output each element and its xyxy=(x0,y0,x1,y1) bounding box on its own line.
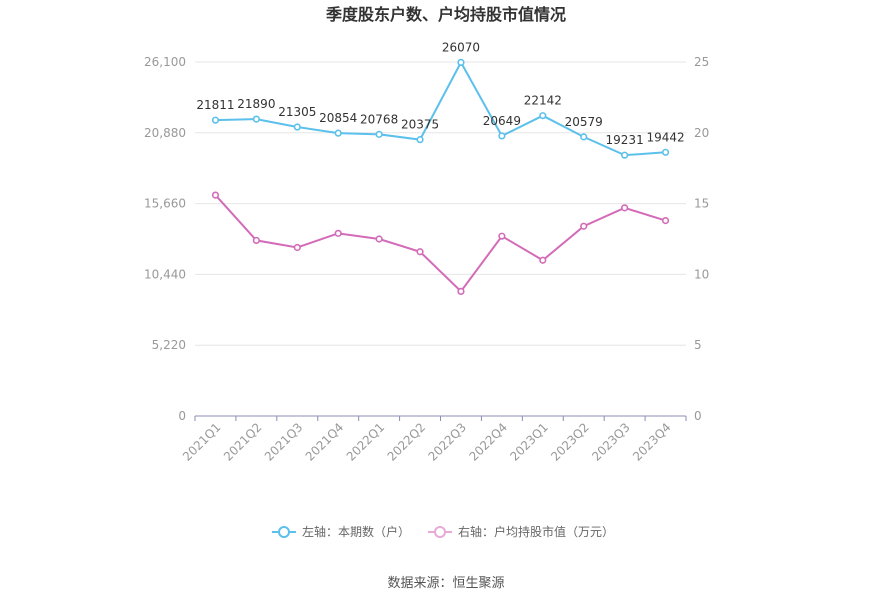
legend-item-left-series[interactable]: 左轴：本期数（户） xyxy=(272,524,410,539)
right-axis-tick-label: 20 xyxy=(694,126,709,140)
data-label: 20375 xyxy=(401,118,439,132)
data-point-households xyxy=(457,58,465,67)
data-label: 20854 xyxy=(319,111,357,125)
data-label: 21305 xyxy=(278,105,316,119)
data-point-avg-holding-value xyxy=(252,236,260,245)
x-axis-tick-label: 2021Q2 xyxy=(221,420,265,464)
data-label: 19231 xyxy=(606,133,644,147)
right-axis-tick-label: 10 xyxy=(694,267,709,281)
left-axis-tick-label: 15,660 xyxy=(144,197,186,211)
data-point-households xyxy=(375,130,383,138)
data-point-households xyxy=(580,133,588,141)
data-label: 20649 xyxy=(483,114,521,128)
data-point-households xyxy=(498,132,506,140)
x-axis-tick-label: 2022Q2 xyxy=(385,420,429,464)
legend-label-right-series: 右轴：户均持股市值（万元） xyxy=(458,524,614,539)
data-point-avg-holding-value xyxy=(334,229,342,237)
data-point-households xyxy=(334,129,342,137)
data-point-households xyxy=(539,112,547,120)
legend-item-right-series[interactable]: 右轴：户均持股市值（万元） xyxy=(428,524,614,539)
x-axis-tick-label: 2022Q3 xyxy=(426,420,470,464)
x-axis-tick-label: 2021Q1 xyxy=(180,420,224,464)
series-line-avg-holding-value xyxy=(214,194,666,293)
x-axis-tick-label: 2021Q4 xyxy=(303,420,347,464)
data-point-avg-holding-value xyxy=(375,235,383,243)
data-point-households xyxy=(661,148,670,156)
data-point-avg-holding-value xyxy=(621,204,629,212)
legend-marker-icon xyxy=(278,526,290,538)
left-axis-tick-label: 10,440 xyxy=(144,267,186,281)
data-label: 20579 xyxy=(565,115,603,129)
x-axis-tick-label: 2023Q4 xyxy=(630,420,674,464)
data-point-households xyxy=(621,151,629,159)
left-axis-tick-label: 5,220 xyxy=(152,338,186,352)
legend[interactable]: 左轴：本期数（户） 右轴：户均持股市值（万元） xyxy=(272,524,614,539)
data-point-avg-holding-value xyxy=(416,248,424,256)
legend-label-left-series: 左轴：本期数（户） xyxy=(302,524,410,539)
x-axis-tick-label: 2023Q3 xyxy=(589,420,633,464)
legend-marker-icon xyxy=(434,526,446,538)
data-point-households xyxy=(211,116,220,124)
x-axis-tick-label: 2022Q4 xyxy=(466,420,510,464)
right-axis-tick-label: 25 xyxy=(694,55,709,69)
data-point-avg-holding-value xyxy=(661,216,670,225)
chart-title: 季度股东户数、户均持股市值情况 xyxy=(325,5,566,24)
right-axis-tick-label: 15 xyxy=(694,197,709,211)
data-source: 数据来源：恒生聚源 xyxy=(387,576,504,591)
data-point-avg-holding-value xyxy=(539,256,547,264)
data-point-avg-holding-value xyxy=(211,191,220,199)
data-label: 21890 xyxy=(237,97,275,111)
series-line-households xyxy=(215,60,666,157)
data-point-households xyxy=(293,123,301,131)
x-axis-tick-label: 2021Q3 xyxy=(262,420,306,464)
data-point-avg-holding-value xyxy=(293,243,301,252)
left-axis-tick-label: 26,100 xyxy=(144,55,186,69)
data-point-avg-holding-value xyxy=(498,232,506,240)
right-axis-tick-label: 0 xyxy=(694,409,702,423)
right-axis-tick-label: 5 xyxy=(694,338,702,352)
x-axis-tick-label: 2023Q1 xyxy=(507,420,551,464)
data-label: 22142 xyxy=(524,94,562,108)
left-axis-tick-label: 0 xyxy=(178,409,186,423)
data-point-households xyxy=(416,136,424,144)
data-label: 19442 xyxy=(646,130,684,144)
left-axis-tick-label: 20,880 xyxy=(144,126,186,140)
x-axis-tick-label: 2023Q2 xyxy=(548,420,592,464)
data-label: 20768 xyxy=(360,112,398,126)
data-label: 26070 xyxy=(442,40,480,54)
data-point-households xyxy=(252,115,260,123)
x-axis-tick-label: 2022Q1 xyxy=(344,420,388,464)
data-label: 21811 xyxy=(196,98,234,112)
data-point-avg-holding-value xyxy=(580,222,588,230)
grid xyxy=(195,61,686,346)
data-point-avg-holding-value xyxy=(457,287,465,295)
